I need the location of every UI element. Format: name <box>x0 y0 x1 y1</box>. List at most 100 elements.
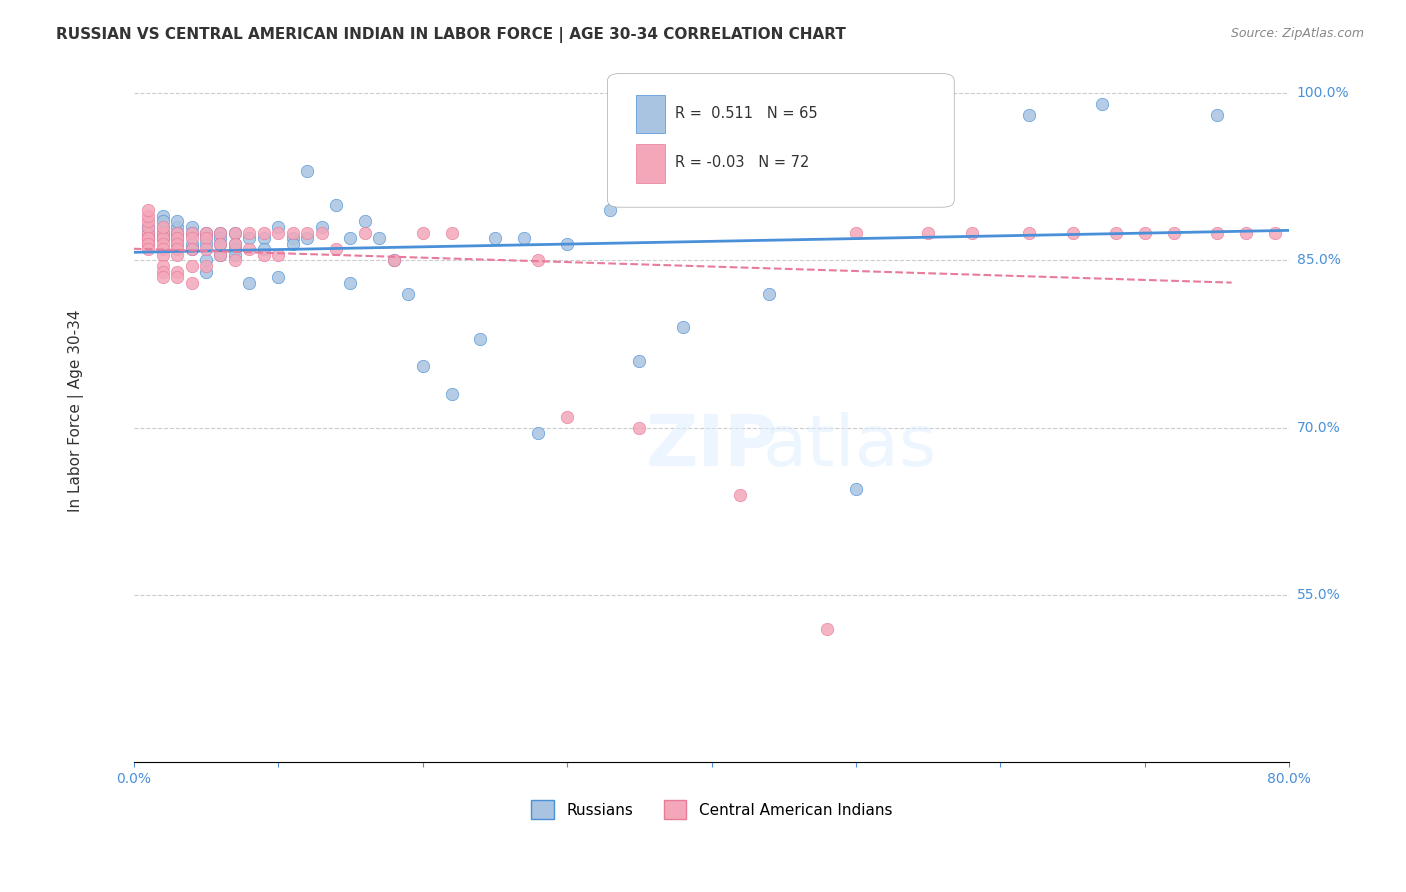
Point <box>382 253 405 268</box>
Point <box>166 226 188 240</box>
Point <box>180 226 202 240</box>
Point <box>209 248 232 262</box>
Point <box>180 242 202 256</box>
Point <box>599 203 621 218</box>
Point <box>339 276 361 290</box>
Point <box>368 231 391 245</box>
Point <box>224 242 246 256</box>
FancyBboxPatch shape <box>607 74 955 207</box>
Point <box>166 264 188 278</box>
Point <box>555 409 578 424</box>
Point <box>484 231 506 245</box>
Point <box>152 248 174 262</box>
Point <box>1105 226 1128 240</box>
Point <box>152 214 174 228</box>
Point <box>295 164 318 178</box>
Point <box>136 226 159 240</box>
Point <box>180 242 202 256</box>
Point <box>238 276 260 290</box>
Point <box>180 226 202 240</box>
Point <box>209 236 232 251</box>
Point <box>136 219 159 234</box>
Point <box>440 226 463 240</box>
Point <box>152 231 174 245</box>
Point <box>224 253 246 268</box>
Text: Source: ZipAtlas.com: Source: ZipAtlas.com <box>1230 27 1364 40</box>
Point <box>730 488 752 502</box>
Point <box>209 226 232 240</box>
Point <box>166 219 188 234</box>
Point <box>194 253 217 268</box>
Point <box>194 226 217 240</box>
Point <box>152 231 174 245</box>
Point <box>209 226 232 240</box>
Point <box>1264 226 1286 240</box>
Point <box>672 320 695 334</box>
Text: 55.0%: 55.0% <box>1296 588 1340 602</box>
Point <box>180 259 202 273</box>
Point <box>238 226 260 240</box>
Point <box>194 242 217 256</box>
Point <box>194 236 217 251</box>
Point <box>136 236 159 251</box>
Point <box>917 108 939 122</box>
Point <box>1133 226 1156 240</box>
Legend: Russians, Central American Indians: Russians, Central American Indians <box>524 794 898 825</box>
Point <box>353 226 375 240</box>
Point <box>281 226 304 240</box>
Point <box>267 248 290 262</box>
Point <box>845 482 868 496</box>
Point <box>152 226 174 240</box>
Point <box>758 286 780 301</box>
Point <box>194 231 217 245</box>
Point <box>180 236 202 251</box>
Text: R =  0.511   N = 65: R = 0.511 N = 65 <box>675 106 817 121</box>
Point <box>209 248 232 262</box>
Text: atlas: atlas <box>763 412 938 481</box>
Point <box>1163 226 1185 240</box>
Point <box>152 219 174 234</box>
Point <box>295 231 318 245</box>
Bar <box>637 95 665 134</box>
Point <box>917 226 939 240</box>
Point <box>325 197 347 211</box>
Point <box>136 219 159 234</box>
Point <box>412 226 434 240</box>
Point <box>180 231 202 245</box>
Point <box>253 231 276 245</box>
Point <box>194 259 217 273</box>
Text: R = -0.03   N = 72: R = -0.03 N = 72 <box>675 155 808 170</box>
Point <box>325 242 347 256</box>
Point <box>224 226 246 240</box>
Text: 85.0%: 85.0% <box>1296 253 1340 268</box>
Point <box>527 253 550 268</box>
Point <box>440 387 463 401</box>
Point <box>412 359 434 374</box>
Point <box>224 236 246 251</box>
Point <box>527 426 550 441</box>
Point <box>152 259 174 273</box>
Point <box>136 236 159 251</box>
Point <box>166 226 188 240</box>
Point <box>311 219 333 234</box>
Point <box>194 264 217 278</box>
Text: ZIP: ZIP <box>645 412 778 481</box>
Point <box>253 242 276 256</box>
Point <box>166 231 188 245</box>
Text: 100.0%: 100.0% <box>1296 86 1350 100</box>
Point <box>166 248 188 262</box>
Point <box>152 219 174 234</box>
Point <box>166 214 188 228</box>
Point <box>238 231 260 245</box>
Point <box>267 219 290 234</box>
Point <box>281 231 304 245</box>
Point <box>152 264 174 278</box>
Point <box>166 270 188 285</box>
Point <box>224 236 246 251</box>
Point <box>1018 226 1040 240</box>
Point <box>353 214 375 228</box>
Point <box>136 231 159 245</box>
Point <box>253 248 276 262</box>
Point <box>194 226 217 240</box>
Point <box>1090 97 1112 112</box>
